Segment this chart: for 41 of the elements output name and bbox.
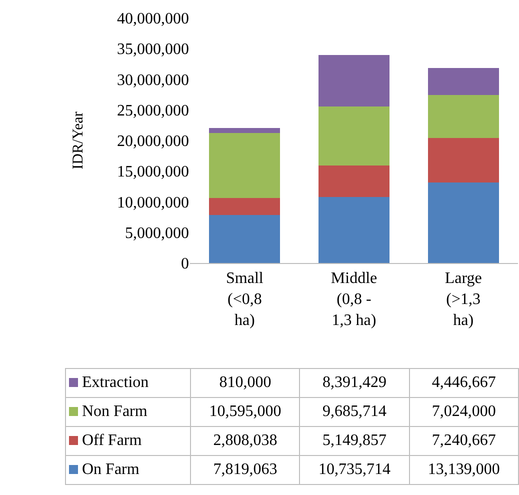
y-tick-label: 0 (181, 256, 189, 273)
data-label: 9,685,714 (300, 398, 410, 426)
x-tick-label: Middle (0,8 - 1,3 ha) (330, 270, 378, 329)
legend-label: Off Farm (66, 426, 191, 456)
bar (209, 215, 280, 263)
bar (428, 182, 499, 263)
y-axis-title: IDR/Year (70, 112, 86, 170)
bar (428, 95, 499, 138)
bar (209, 128, 280, 134)
y-tick-label: 15,000,000 (117, 164, 189, 181)
data-label: 2,808,038 (190, 426, 300, 456)
data-label: 810,000 (190, 368, 300, 398)
data-label: 7,240,667 (409, 426, 518, 456)
y-tick-label: 30,000,000 (117, 72, 189, 89)
data-label: 8,391,429 (300, 368, 410, 398)
data-label: 4,446,667 (409, 368, 518, 398)
bar (209, 198, 280, 216)
bar (318, 166, 390, 198)
data-label: 10,735,714 (300, 456, 410, 484)
bar (428, 138, 499, 183)
y-tick-label: 40,000,000 (117, 10, 189, 28)
x-tick-label: Small (<0,8 ha) (226, 270, 264, 329)
data-label: 10,595,000 (190, 398, 300, 426)
data-label: 7,819,063 (190, 456, 300, 484)
legend-label: Extraction (66, 368, 191, 398)
legend-label: Non Farm (66, 398, 191, 426)
bar (318, 54, 390, 106)
legend-label: On Farm (66, 456, 191, 484)
bar (209, 133, 280, 198)
data-label: 13,139,000 (409, 456, 518, 484)
bar (318, 197, 390, 263)
y-tick-label: 25,000,000 (117, 102, 189, 120)
y-tick-label: 5,000,000 (125, 224, 189, 242)
y-tick-label: 35,000,000 (117, 41, 189, 58)
data-label: 7,024,000 (409, 398, 518, 426)
y-tick-label: 20,000,000 (117, 133, 189, 150)
bar (318, 106, 390, 166)
y-tick-label: 10,000,000 (117, 194, 189, 212)
x-tick-label: Large (>1,3 ha) (444, 270, 482, 329)
bar (428, 68, 499, 96)
data-label: 5,149,857 (300, 426, 410, 456)
